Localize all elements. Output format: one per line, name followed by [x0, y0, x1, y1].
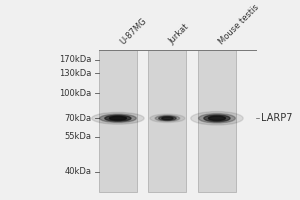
- Text: LARP7: LARP7: [261, 113, 292, 123]
- Ellipse shape: [150, 114, 185, 122]
- Ellipse shape: [155, 115, 180, 121]
- Ellipse shape: [159, 116, 176, 120]
- Text: 170kDa: 170kDa: [59, 55, 92, 64]
- Ellipse shape: [100, 114, 136, 122]
- Bar: [198, 50, 236, 192]
- Text: U-87MG: U-87MG: [118, 16, 148, 46]
- Ellipse shape: [92, 112, 144, 124]
- Ellipse shape: [191, 112, 243, 125]
- Text: 40kDa: 40kDa: [65, 167, 92, 176]
- Ellipse shape: [162, 117, 173, 120]
- Text: 55kDa: 55kDa: [65, 132, 92, 141]
- Ellipse shape: [204, 115, 230, 122]
- Ellipse shape: [208, 116, 226, 120]
- Bar: [99, 50, 137, 192]
- Text: Jurkat: Jurkat: [167, 23, 191, 46]
- Text: Mouse testis: Mouse testis: [217, 3, 261, 46]
- Ellipse shape: [110, 116, 126, 120]
- Text: 70kDa: 70kDa: [64, 114, 92, 123]
- Ellipse shape: [199, 114, 235, 123]
- Ellipse shape: [105, 115, 131, 121]
- Text: 130kDa: 130kDa: [59, 69, 92, 78]
- Bar: [148, 50, 186, 192]
- Text: 100kDa: 100kDa: [59, 89, 92, 98]
